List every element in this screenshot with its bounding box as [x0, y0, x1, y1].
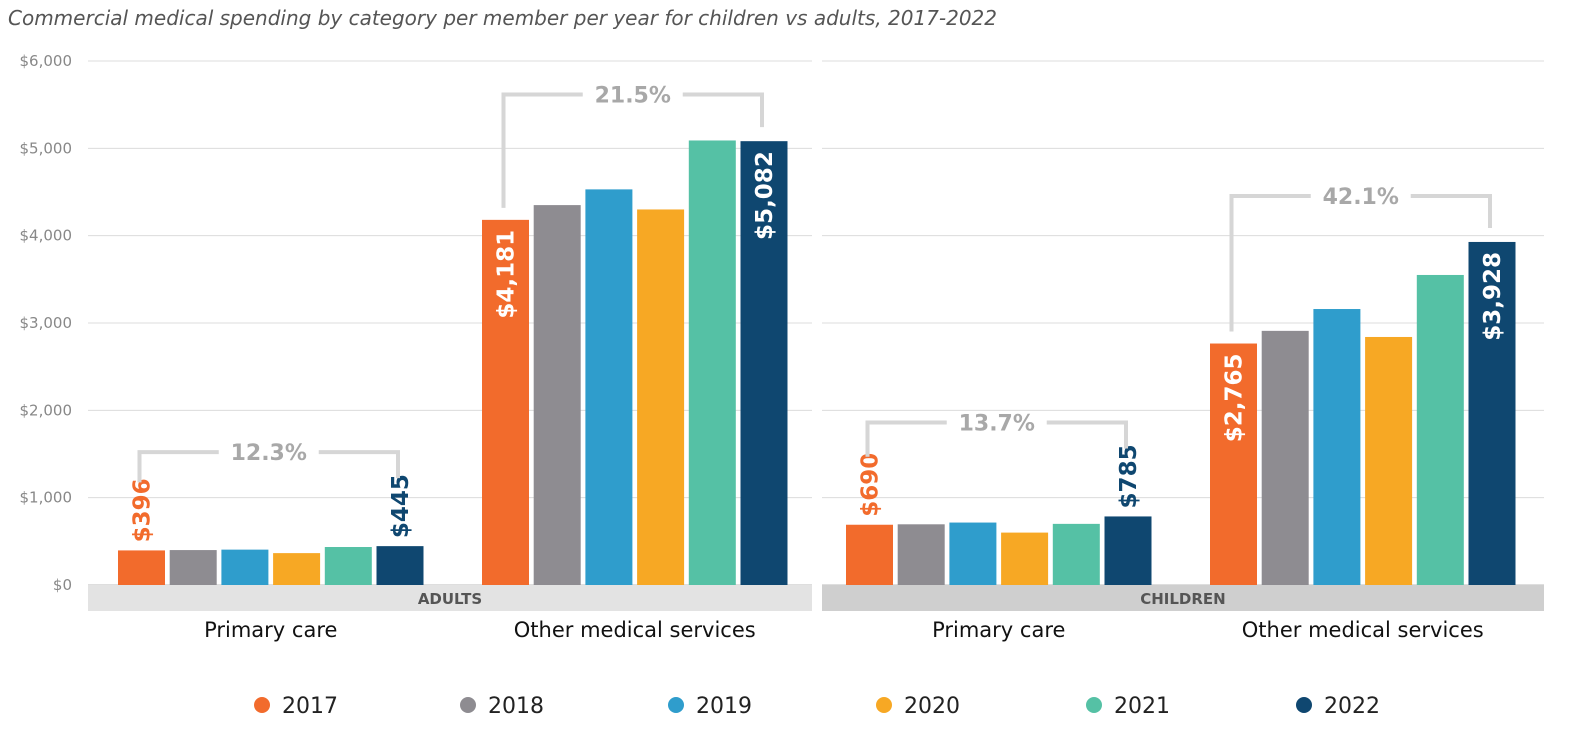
panel-band — [88, 585, 812, 611]
y-tick-label: $3,000 — [20, 314, 73, 332]
bar — [1468, 241, 1516, 586]
panel-bands: ADULTS CHILDREN — [88, 585, 1544, 611]
change-bracket-left — [865, 420, 947, 457]
bar — [1001, 532, 1049, 585]
bar — [1365, 336, 1413, 585]
value-label-first: $4,181 — [494, 230, 520, 319]
panel-label: ADULTS — [418, 590, 482, 608]
change-bracket-right — [682, 92, 764, 128]
bar — [1313, 309, 1361, 585]
bar — [1104, 516, 1152, 585]
legend-label: 2022 — [1324, 694, 1380, 719]
y-tick-label: $0 — [53, 576, 72, 594]
legend-label: 2019 — [696, 694, 752, 719]
value-label-last: $445 — [388, 474, 414, 538]
y-axis: $0 $1,000 $2,000 $3,000 $4,000 $5,000 $6,000 — [20, 52, 73, 594]
category-label: Primary care — [932, 618, 1065, 642]
legend-marker — [876, 697, 892, 713]
legend-label: 2021 — [1114, 694, 1170, 719]
bar — [1261, 330, 1309, 585]
legend-marker — [1296, 697, 1312, 713]
y-tick-label: $4,000 — [20, 227, 73, 245]
legend-label: 2020 — [904, 694, 960, 719]
bar — [740, 141, 788, 585]
bars-layer — [118, 140, 1516, 586]
value-label-first: $2,765 — [1222, 354, 1248, 443]
change-bracket-left — [1229, 193, 1311, 332]
bar — [846, 524, 893, 585]
category-label: Other medical services — [1242, 618, 1484, 642]
bar — [482, 219, 529, 586]
panel-band — [822, 585, 1544, 611]
panel-label: CHILDREN — [1140, 590, 1226, 608]
chart-title: Commercial medical spending by category … — [8, 6, 998, 30]
bar — [221, 549, 269, 585]
legend-marker — [1086, 697, 1102, 713]
y-tick-label: $6,000 — [20, 52, 73, 70]
legend-label: 2017 — [282, 694, 338, 719]
change-bracket-right — [1410, 193, 1492, 228]
bar — [118, 550, 165, 585]
change-bracket-right — [318, 450, 400, 479]
legend-marker — [668, 697, 684, 713]
change-bracket-left — [501, 92, 583, 208]
bar — [533, 205, 581, 585]
legend-marker — [460, 697, 476, 713]
y-tick-label: $2,000 — [20, 401, 73, 419]
bar — [1210, 343, 1257, 585]
change-percent-label: 21.5% — [595, 83, 671, 108]
category-label: Primary care — [204, 618, 337, 642]
value-label-first: $396 — [130, 478, 156, 542]
change-bracket-left — [137, 450, 219, 483]
y-tick-label: $5,000 — [20, 139, 73, 157]
bar — [949, 522, 997, 585]
bar — [273, 553, 321, 585]
y-tick-label: $1,000 — [20, 489, 73, 507]
bar — [1416, 274, 1464, 585]
bar — [637, 209, 685, 585]
bar — [585, 189, 633, 585]
bar — [1052, 523, 1100, 585]
value-label-last: $3,928 — [1480, 252, 1506, 341]
change-percent-label: 13.7% — [959, 411, 1035, 436]
labels-layer: Primary care $396 $445 12.3% Other medical s… — [130, 83, 1507, 642]
bar — [897, 524, 945, 585]
category-label: Other medical services — [514, 618, 756, 642]
legend: 2017 2018 2019 2020 2021 2022 — [254, 694, 1380, 719]
bar — [688, 140, 736, 585]
bar — [376, 546, 424, 585]
legend-marker — [254, 697, 270, 713]
value-label-first: $690 — [858, 453, 884, 517]
change-percent-label: 12.3% — [231, 441, 307, 466]
value-label-last: $5,082 — [752, 151, 778, 240]
legend-label: 2018 — [488, 694, 544, 719]
change-percent-label: 42.1% — [1323, 185, 1399, 210]
bar — [324, 547, 372, 585]
change-bracket-right — [1046, 420, 1128, 449]
bar — [169, 550, 217, 585]
value-label-last: $785 — [1116, 444, 1142, 508]
